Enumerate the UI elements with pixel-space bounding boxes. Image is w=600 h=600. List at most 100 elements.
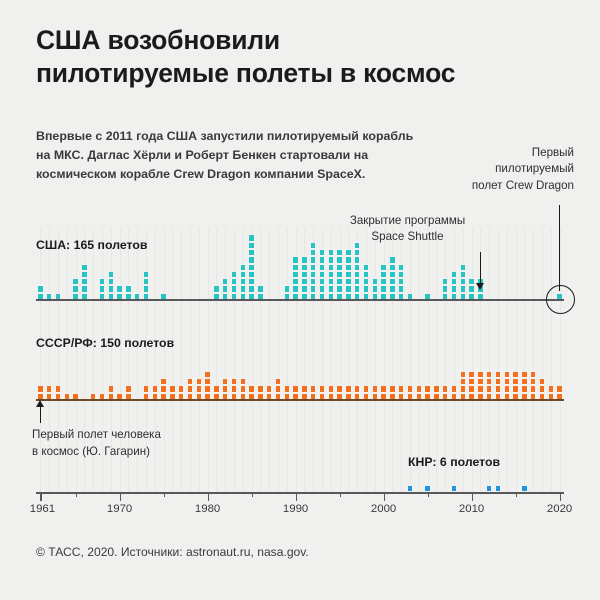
bar-cell <box>81 270 88 279</box>
bar-cell <box>380 385 387 393</box>
bar-cell <box>72 285 79 293</box>
bar-cell <box>318 263 326 271</box>
bar-cell <box>213 285 220 293</box>
bar-1983 <box>230 378 238 400</box>
x-axis: 1961 1970 1980 1990 2000 2010 2020 <box>30 492 572 518</box>
bar-cell <box>450 270 458 279</box>
bar-cell <box>354 248 361 257</box>
bar-cell <box>371 285 378 293</box>
bar-cell <box>116 285 123 293</box>
bar-cell <box>301 385 308 393</box>
bar-cell <box>107 270 114 279</box>
bar-cell <box>222 278 229 286</box>
baseline-usa <box>36 299 564 301</box>
gridline <box>198 228 200 492</box>
axis-tick-major <box>119 492 121 501</box>
bar-2008 <box>450 385 458 400</box>
bar-cell <box>345 256 352 264</box>
bar-cell <box>389 256 396 264</box>
leader-line-gagarin <box>39 406 42 423</box>
bar-cell <box>81 285 88 293</box>
bar-cell <box>230 385 238 393</box>
gridline <box>374 228 376 492</box>
bar-cell <box>354 241 361 249</box>
bar-1975 <box>160 378 167 400</box>
bar-cell <box>301 256 308 264</box>
bar-2012 <box>486 485 493 492</box>
bar-cell <box>54 385 62 393</box>
gridline <box>313 228 315 492</box>
bar-cell <box>354 385 361 393</box>
bar-cell <box>380 270 387 279</box>
gridline <box>119 228 121 492</box>
bar-cell <box>450 278 458 286</box>
gridline <box>322 228 323 492</box>
chart-ussr <box>36 330 564 400</box>
gridline <box>366 228 367 492</box>
bar-1963 <box>54 385 62 400</box>
gridline <box>454 228 455 492</box>
bar-cell <box>503 370 510 379</box>
bar-cell <box>380 278 387 286</box>
bar-1981 <box>213 285 220 300</box>
bar-cell <box>327 248 334 257</box>
bar-cell <box>248 241 255 249</box>
bar-cell <box>301 263 308 271</box>
bar-cell <box>142 278 150 286</box>
gridline <box>392 228 394 492</box>
bar-1989 <box>283 385 290 400</box>
bar-cell <box>248 285 255 293</box>
bar-2009 <box>459 370 466 400</box>
bar-cell <box>398 385 405 393</box>
bar-1973 <box>142 385 150 400</box>
bar-cell <box>310 263 317 271</box>
axis-tick-minor <box>75 492 77 497</box>
gridline <box>436 228 438 492</box>
bar-1976 <box>169 385 176 400</box>
bar-cell <box>345 385 352 393</box>
bar-1996 <box>345 248 352 300</box>
bar-cell <box>398 263 405 271</box>
bar-cell <box>142 270 150 279</box>
bar-1989 <box>283 285 290 300</box>
gridline <box>550 228 552 492</box>
bar-cell <box>371 385 378 393</box>
axis-tick-minor <box>163 492 165 497</box>
bar-cell <box>327 285 334 293</box>
bar-cell <box>292 285 299 293</box>
bar-cell <box>345 248 352 257</box>
background-gridlines <box>36 228 564 492</box>
axis-tick-major <box>207 492 209 501</box>
bar-cell <box>81 278 88 286</box>
bar-cell <box>292 263 299 271</box>
bar-1983 <box>230 270 238 300</box>
gridline <box>462 228 464 492</box>
bar-cell <box>345 278 352 286</box>
gridline <box>533 228 535 492</box>
bar-cell <box>424 385 431 393</box>
bar-cell <box>230 278 238 286</box>
bar-cell <box>248 385 255 393</box>
bar-1966 <box>81 263 88 300</box>
bar-2015 <box>512 370 519 400</box>
arrow-down-icon <box>475 283 484 290</box>
bar-1977 <box>178 385 185 400</box>
bar-cell <box>521 378 528 386</box>
bar-cell <box>248 256 255 264</box>
bar-cell <box>195 378 202 386</box>
bar-1996 <box>345 385 352 400</box>
bar-cell <box>222 285 229 293</box>
gridline <box>93 228 95 492</box>
bar-2000 <box>380 263 387 300</box>
bar-cell <box>345 270 352 279</box>
bar-cell <box>204 385 211 393</box>
bar-cell <box>186 378 194 386</box>
gridline <box>278 228 279 492</box>
gridline <box>216 228 218 492</box>
bar-cell <box>406 485 414 492</box>
series-label-prc: КНР: 6 полетов <box>408 455 501 469</box>
bar-2020 <box>556 385 563 400</box>
bar-cell <box>239 278 246 286</box>
bar-cell <box>336 263 343 271</box>
bar-cell <box>494 370 502 379</box>
